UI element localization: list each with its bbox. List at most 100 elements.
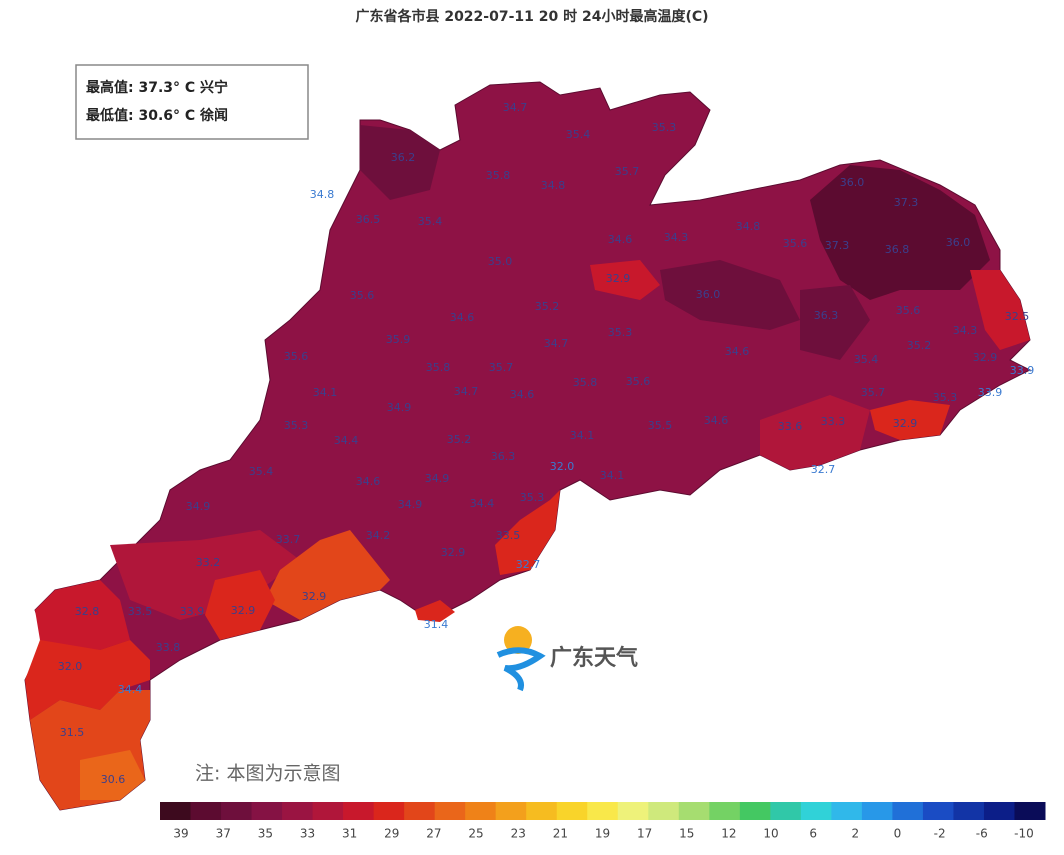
legend-tick-label: 17 [637, 827, 652, 841]
region [110, 530, 300, 620]
region [495, 490, 560, 575]
legend-swatch [922, 802, 954, 820]
legend-swatch [221, 802, 253, 820]
legend-tick-label: 10 [763, 827, 778, 841]
station-label: 34.4 [118, 683, 143, 696]
station-label: 35.3 [652, 121, 677, 134]
station-label: 35.7 [489, 361, 514, 374]
station-label: 34.6 [725, 345, 750, 358]
station-label: 35.6 [896, 304, 921, 317]
region [35, 580, 130, 650]
station-label: 32.9 [893, 417, 918, 430]
station-label: 35.8 [486, 169, 511, 182]
station-label: 34.7 [503, 101, 528, 114]
station-label: 35.7 [615, 165, 640, 178]
legend-swatch [251, 802, 283, 820]
legend-swatch [861, 802, 893, 820]
legend-tick-label: 29 [384, 827, 399, 841]
station-label: 35.3 [933, 391, 958, 404]
legend-swatch [404, 802, 436, 820]
station-label: 36.0 [946, 236, 971, 249]
legend-tick-label: 27 [426, 827, 441, 841]
note: 注: 本图为示意图 [195, 763, 340, 785]
legend-swatch [709, 802, 741, 820]
legend-swatch [770, 802, 802, 820]
station-label: 33.5 [128, 605, 153, 618]
region [760, 395, 870, 470]
legend-tick-label: 37 [216, 827, 231, 841]
station-label: 35.9 [386, 333, 411, 346]
station-label: 35.2 [447, 433, 472, 446]
station-label: 36.8 [885, 243, 910, 256]
legend-tick-label: 31 [342, 827, 357, 841]
station-label: 35.2 [535, 300, 560, 313]
max-stat: 最高值: 37.3° C 兴宁 [86, 79, 228, 96]
station-label: 34.3 [953, 324, 978, 337]
legend-swatch [434, 802, 466, 820]
station-label: 34.2 [366, 529, 391, 542]
station-label: 35.6 [350, 289, 375, 302]
station-label: 35.0 [488, 255, 513, 268]
station-label: 32.9 [606, 272, 631, 285]
station-label: 36.0 [840, 176, 865, 189]
station-label: 33.8 [156, 641, 181, 654]
station-label: 32.9 [973, 351, 998, 364]
station-label: 35.6 [783, 237, 808, 250]
legend-tick-label: 2 [852, 827, 860, 841]
legend-tick-label: 23 [511, 827, 526, 841]
legend-swatch [892, 802, 924, 820]
region [80, 750, 145, 800]
station-label: 34.6 [510, 388, 535, 401]
legend-tick-label: 6 [809, 827, 817, 841]
station-label: 37.3 [894, 196, 919, 209]
station-label: 34.6 [704, 414, 729, 427]
station-label: 35.6 [626, 375, 651, 388]
station-label: 34.7 [454, 385, 479, 398]
station-label: 34.8 [310, 188, 335, 201]
station-label: 37.3 [825, 239, 850, 252]
legend-swatch [282, 802, 314, 820]
station-label: 31.5 [60, 726, 85, 739]
station-label: 30.6 [101, 773, 126, 786]
region [870, 400, 950, 440]
station-label: 34.4 [470, 497, 495, 510]
legend-swatch [312, 802, 344, 820]
map-labels: 34.7 35.4 35.3 36.2 35.8 34.8 35.7 34.8 36.0 37.3… [58, 101, 1035, 786]
station-label: 34.3 [664, 231, 689, 244]
station-label: 34.8 [736, 220, 761, 233]
station-label: 36.0 [696, 288, 721, 301]
station-label: 34.6 [356, 475, 381, 488]
station-label: 33.9 [978, 386, 1003, 399]
station-label: 31.4 [424, 618, 449, 631]
station-label: 36.5 [356, 213, 381, 226]
station-label: 34.9 [387, 401, 412, 414]
station-label: 35.8 [426, 361, 451, 374]
station-label: 32.0 [550, 460, 575, 473]
station-label: 35.6 [284, 350, 309, 363]
stats-box: 最高值: 37.3° C 兴宁 最低值: 30.6° C 徐闻 [75, 64, 309, 140]
station-label: 33.3 [821, 415, 846, 428]
station-label: 36.2 [391, 151, 416, 164]
station-label: 33.9 [1010, 364, 1035, 377]
legend-swatch [739, 802, 771, 820]
station-label: 34.1 [313, 386, 338, 399]
legend-tick-label: 21 [553, 827, 568, 841]
logo-text: 广东天气 [550, 645, 638, 671]
station-label: 34.9 [398, 498, 423, 511]
legend-swatch [190, 802, 222, 820]
station-label: 35.3 [284, 419, 309, 432]
legend-tick-label: -6 [976, 827, 988, 841]
legend-swatch [160, 802, 192, 820]
region [24, 81, 1032, 811]
region [205, 570, 275, 640]
station-label: 32.7 [811, 463, 836, 476]
station-label: 32.9 [302, 590, 327, 603]
station-label: 33.2 [196, 556, 221, 569]
legend-tick-label: 19 [595, 827, 610, 841]
legend-swatch [800, 802, 832, 820]
station-label: 32.7 [516, 558, 541, 571]
region [970, 270, 1030, 350]
legend-swatch [1014, 802, 1046, 820]
station-label: 33.9 [180, 605, 205, 618]
